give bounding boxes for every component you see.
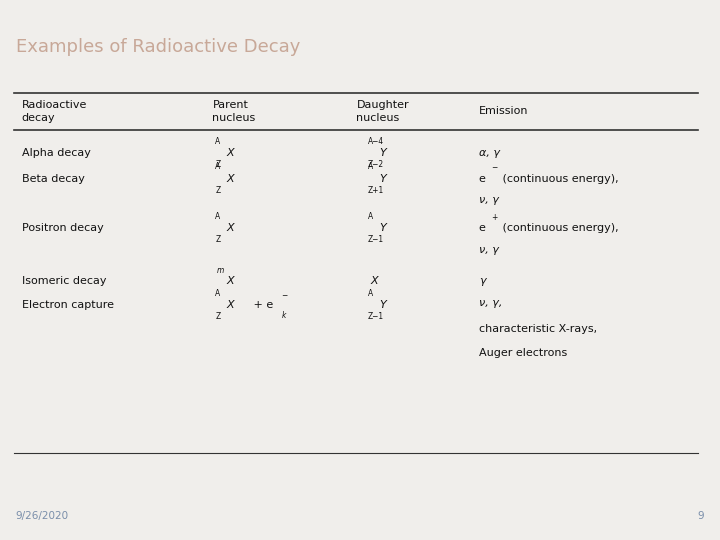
Text: ν, γ: ν, γ <box>479 195 499 206</box>
Text: Z−2: Z−2 <box>368 160 384 169</box>
Text: Auger electrons: Auger electrons <box>479 348 567 358</box>
Text: A: A <box>215 137 220 146</box>
Text: X: X <box>371 276 379 286</box>
Text: Z−1: Z−1 <box>368 235 384 244</box>
Text: Z−1: Z−1 <box>368 312 384 321</box>
Text: Z: Z <box>215 312 220 321</box>
Text: + e: + e <box>250 300 273 310</box>
Text: Y: Y <box>379 223 386 233</box>
Text: e: e <box>479 223 486 233</box>
Text: ν, γ: ν, γ <box>479 245 499 255</box>
Text: X: X <box>227 148 235 158</box>
Text: Y: Y <box>379 300 386 310</box>
Text: Parent
nucleus: Parent nucleus <box>212 100 256 123</box>
Text: A: A <box>368 212 373 221</box>
Text: A: A <box>215 212 220 221</box>
Text: Radioactive
decay: Radioactive decay <box>22 100 87 123</box>
Text: A: A <box>368 289 373 298</box>
Text: Alpha decay: Alpha decay <box>22 148 91 158</box>
Text: A−4: A−4 <box>368 137 384 146</box>
Text: +: + <box>491 213 498 222</box>
Text: γ: γ <box>479 276 485 286</box>
Text: X: X <box>227 276 235 286</box>
Text: e: e <box>479 173 486 184</box>
Text: 9/26/2020: 9/26/2020 <box>16 511 69 521</box>
Text: −: − <box>491 163 498 172</box>
Text: Examples of Radioactive Decay: Examples of Radioactive Decay <box>16 38 300 56</box>
Text: Isomeric decay: Isomeric decay <box>22 276 106 286</box>
Text: ν, γ,: ν, γ, <box>479 298 502 308</box>
Text: X: X <box>227 223 235 233</box>
Text: Daughter
nucleus: Daughter nucleus <box>356 100 409 123</box>
Text: −: − <box>282 291 288 300</box>
Text: X: X <box>227 300 235 310</box>
Text: m: m <box>217 266 224 275</box>
Text: Y: Y <box>379 173 386 184</box>
Text: Z: Z <box>215 186 220 194</box>
Text: Beta decay: Beta decay <box>22 173 84 184</box>
Text: Z: Z <box>215 235 220 244</box>
Text: Electron capture: Electron capture <box>22 300 114 310</box>
Text: k: k <box>282 310 286 320</box>
Text: Positron decay: Positron decay <box>22 223 104 233</box>
Text: Z: Z <box>215 160 220 169</box>
Text: α, γ: α, γ <box>479 148 500 158</box>
Text: Z+1: Z+1 <box>368 186 384 194</box>
Text: A: A <box>215 289 220 298</box>
Text: characteristic X-rays,: characteristic X-rays, <box>479 325 597 334</box>
Text: Y: Y <box>379 148 386 158</box>
Text: Emission: Emission <box>479 106 528 117</box>
Text: (continuous energy),: (continuous energy), <box>499 173 618 184</box>
Text: 9: 9 <box>698 511 704 521</box>
Text: A: A <box>368 163 373 171</box>
Text: A: A <box>215 163 220 171</box>
Text: X: X <box>227 173 235 184</box>
Text: (continuous energy),: (continuous energy), <box>499 223 618 233</box>
